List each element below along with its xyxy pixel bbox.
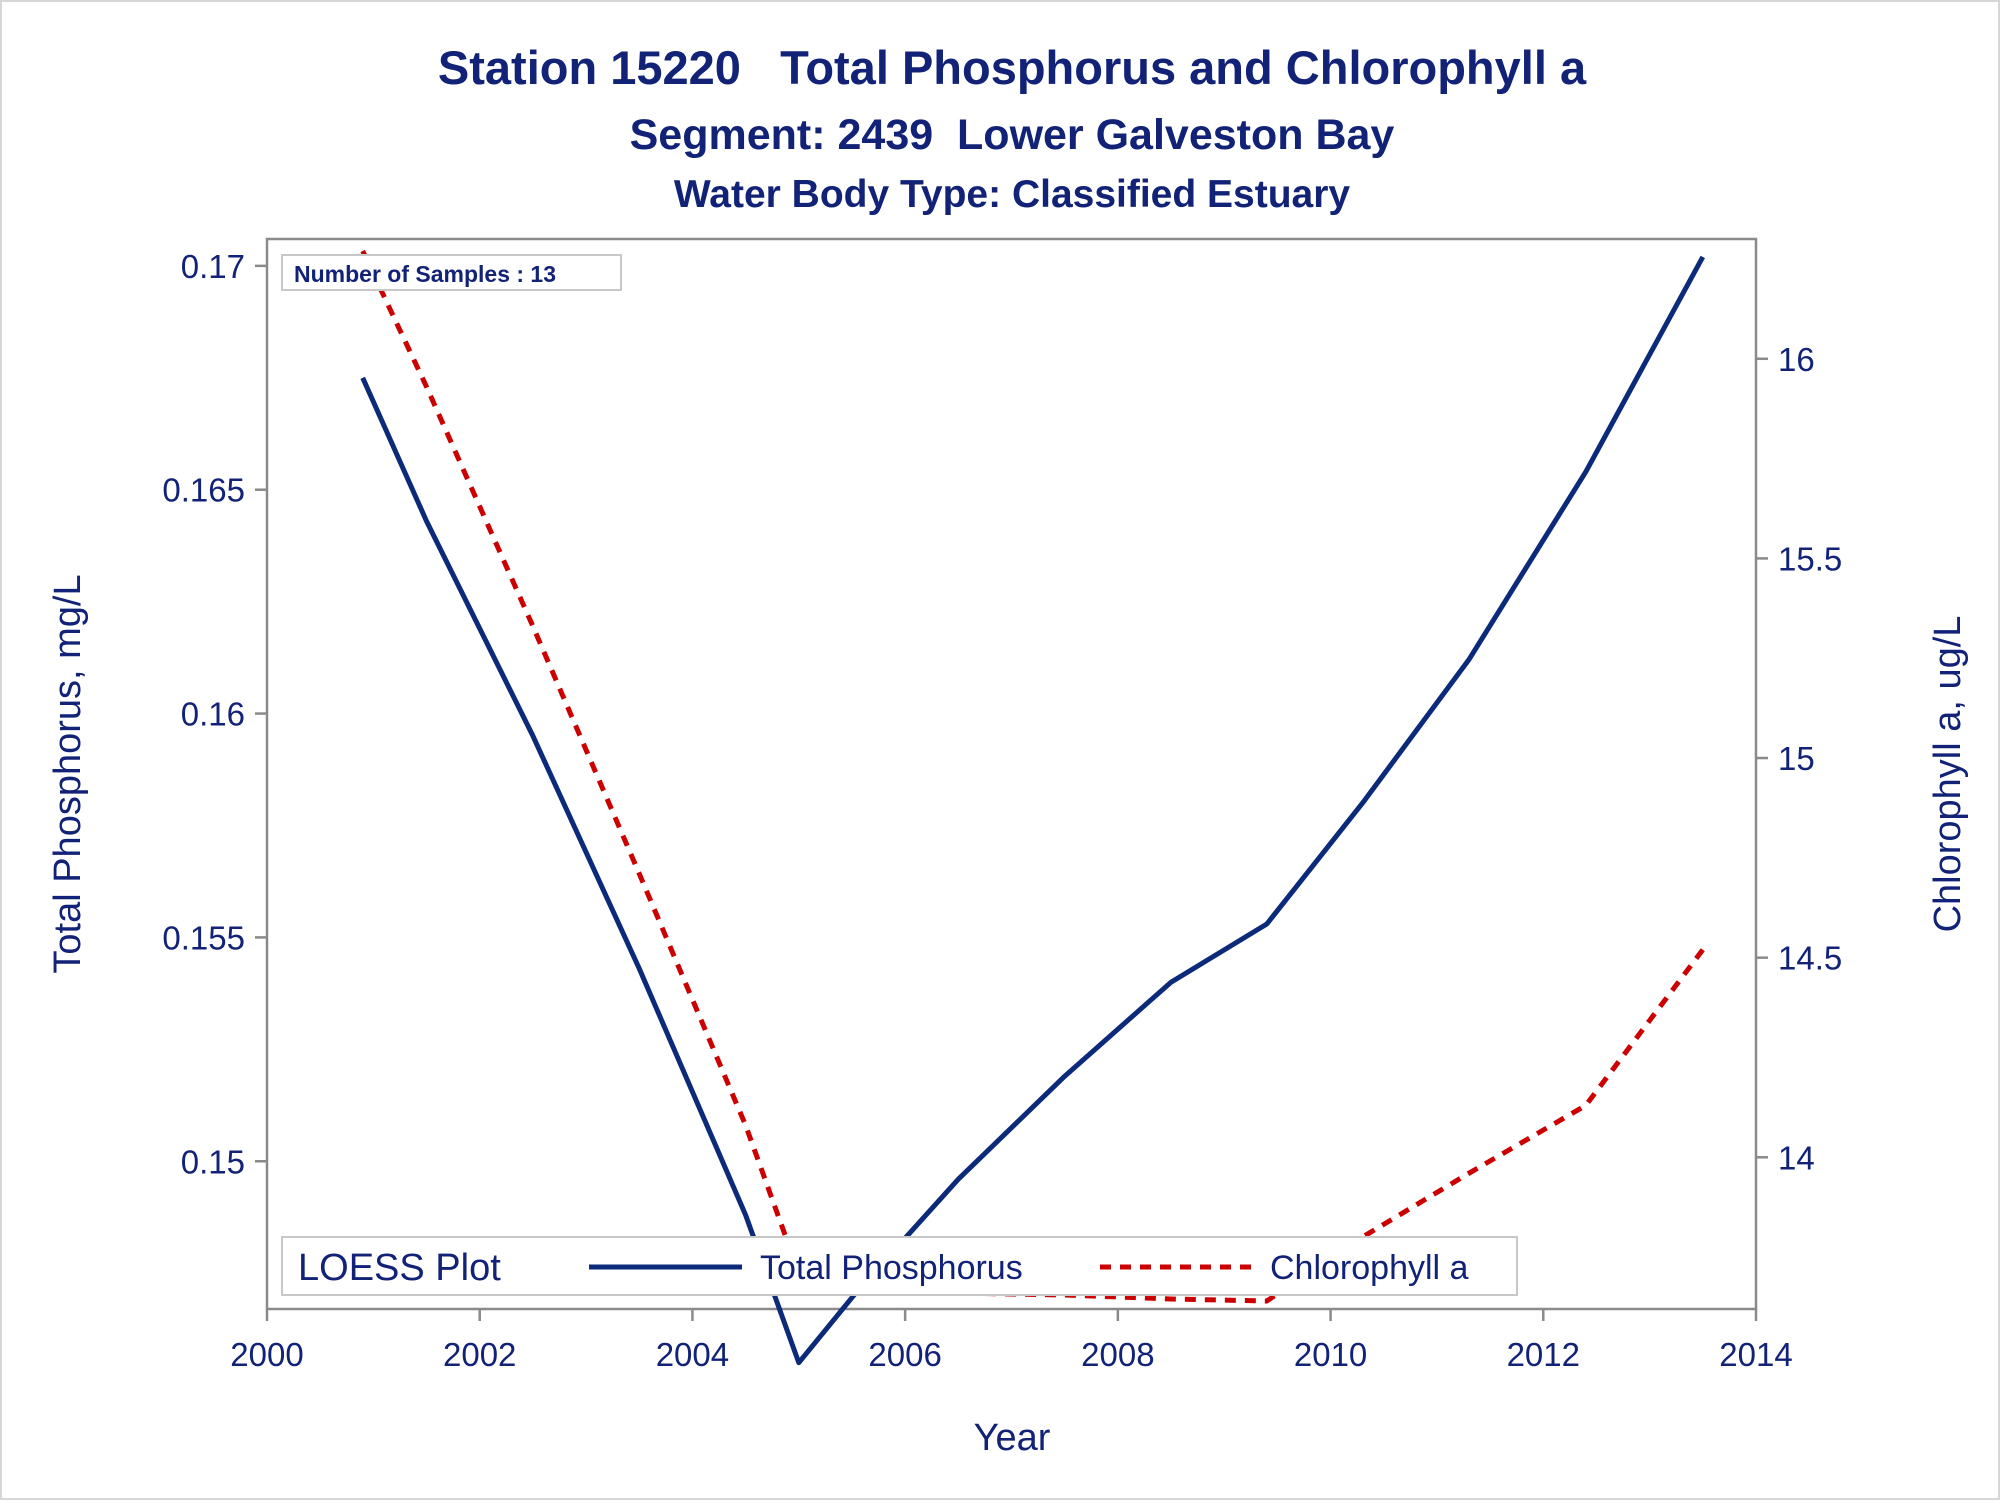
x-tick-label: 2014 bbox=[1719, 1336, 1792, 1373]
y-right-axis-ticks: 14 14.5 15 15.5 16 bbox=[1756, 341, 1842, 1176]
chart-subtitle-2: Water Body Type: Classified Estuary bbox=[674, 173, 1350, 216]
x-tick-label: 2012 bbox=[1507, 1336, 1580, 1373]
x-tick-label: 2010 bbox=[1294, 1336, 1367, 1373]
legend-title: LOESS Plot bbox=[298, 1247, 501, 1289]
series-layer bbox=[360, 249, 1705, 1366]
annotation-box bbox=[281, 254, 622, 291]
y-left-tick-label: 0.165 bbox=[162, 472, 245, 509]
plot-area bbox=[265, 237, 1758, 1311]
legend-label-chlorophyll-a: Chlorophyll a bbox=[1270, 1249, 1469, 1287]
x-tick-label: 2008 bbox=[1081, 1336, 1154, 1373]
x-tick-label: 2006 bbox=[868, 1336, 941, 1373]
sample-count-annotation: Number of Samples : 13 bbox=[294, 261, 556, 287]
legend-box bbox=[281, 1236, 1518, 1296]
x-tick-label: 2000 bbox=[230, 1336, 303, 1373]
x-tick-label: 2002 bbox=[443, 1336, 516, 1373]
y-left-axis-ticks: 0.15 0.155 0.16 0.165 0.17 bbox=[162, 248, 267, 1180]
series-line-total-phosphorus bbox=[360, 255, 1705, 1366]
chart-title: Station 15220 Total Phosphorus and Chlor… bbox=[438, 41, 1587, 94]
y-right-tick-label: 16 bbox=[1778, 341, 1815, 378]
y-right-axis-label: Chlorophyll a, ug/L bbox=[1927, 616, 1969, 933]
y-right-tick-label: 14.5 bbox=[1778, 940, 1842, 977]
series-line-chlorophyll-a bbox=[360, 249, 1705, 1304]
y-right-tick-label: 15 bbox=[1778, 740, 1815, 777]
legend-label-total-phosphorus: Total Phosphorus bbox=[760, 1249, 1023, 1287]
x-axis-label: Year bbox=[974, 1417, 1051, 1459]
y-left-axis-label: Total Phosphorus, mg/L bbox=[47, 574, 89, 973]
y-left-tick-label: 0.16 bbox=[181, 696, 245, 733]
chart-subtitle: Segment: 2439 Lower Galveston Bay bbox=[630, 111, 1395, 159]
y-left-tick-label: 0.155 bbox=[162, 919, 245, 956]
y-left-tick-label: 0.15 bbox=[181, 1143, 245, 1180]
x-tick-label: 2004 bbox=[656, 1336, 729, 1373]
y-right-tick-label: 14 bbox=[1778, 1139, 1815, 1176]
x-axis-ticks: 2000 2002 2004 2006 2008 2010 2012 2014 bbox=[230, 1309, 1793, 1373]
y-right-tick-label: 15.5 bbox=[1778, 540, 1842, 577]
y-left-tick-label: 0.17 bbox=[181, 248, 245, 285]
